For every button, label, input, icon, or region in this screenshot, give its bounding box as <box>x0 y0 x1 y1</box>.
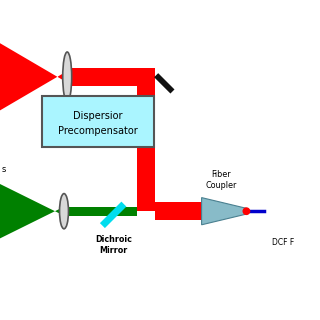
Polygon shape <box>0 184 64 238</box>
FancyBboxPatch shape <box>42 96 154 147</box>
Polygon shape <box>154 73 174 93</box>
Polygon shape <box>155 202 202 220</box>
Polygon shape <box>0 43 67 110</box>
Text: Dispersior: Dispersior <box>73 111 122 121</box>
Text: Dichroic
Mirror: Dichroic Mirror <box>95 235 132 255</box>
Polygon shape <box>100 202 126 228</box>
Text: DCF F: DCF F <box>272 238 294 247</box>
Ellipse shape <box>63 52 72 102</box>
Ellipse shape <box>60 194 68 229</box>
Text: Fiber
Coupler: Fiber Coupler <box>205 170 236 190</box>
Text: Precompensator: Precompensator <box>58 125 138 136</box>
Polygon shape <box>67 68 155 86</box>
Polygon shape <box>64 207 137 216</box>
Polygon shape <box>137 68 155 211</box>
Polygon shape <box>202 198 246 225</box>
Text: s: s <box>2 165 6 174</box>
Circle shape <box>243 208 250 214</box>
